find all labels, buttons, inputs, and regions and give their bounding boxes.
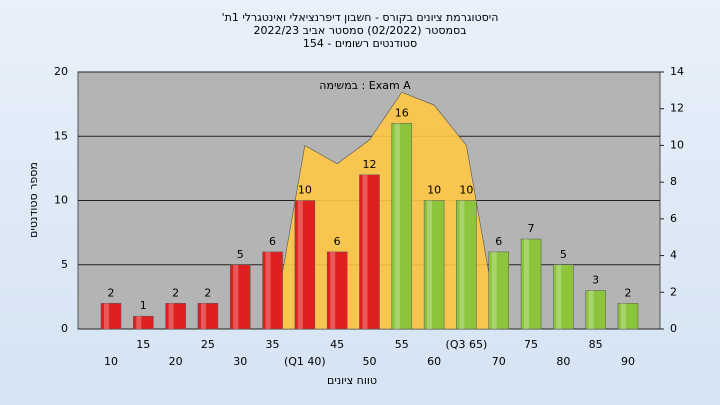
bar-highlight [362, 174, 368, 329]
bar-highlight [459, 200, 465, 329]
bar [617, 303, 639, 330]
bar-highlight [524, 239, 530, 329]
bar-highlight [620, 303, 626, 329]
x-tick-label: 80 [556, 355, 570, 368]
bar [391, 123, 413, 330]
x-tick-label: 75 [524, 338, 538, 351]
y2-tick-label: 14 [670, 65, 684, 78]
chart-subtitle: סטודנטים רשומים - 154 [303, 37, 417, 50]
data-label: 5 [237, 248, 244, 261]
bar [520, 238, 542, 330]
bar [100, 303, 122, 330]
x-tick-label: 90 [621, 355, 635, 368]
bar-highlight [104, 303, 109, 329]
bar [456, 200, 477, 330]
bar [262, 251, 283, 330]
y2-tick-label: 6 [670, 212, 677, 225]
x-tick-label: 50 [362, 355, 376, 368]
bar-highlight [297, 200, 303, 329]
data-label: 6 [495, 235, 502, 248]
bar-highlight [394, 123, 400, 330]
bar-highlight [427, 200, 433, 329]
data-label: 2 [172, 286, 179, 299]
y2-tick-label: 8 [670, 175, 677, 188]
x-tick-label: 45 [330, 338, 344, 351]
data-label: 7 [528, 222, 535, 235]
bar [359, 174, 380, 330]
x-tick-label: 30 [233, 355, 247, 368]
data-label: 10 [427, 184, 441, 197]
data-label: 3 [592, 273, 599, 286]
x-tick-label: 60 [427, 355, 441, 368]
legend-label: במשימה : Exam A [319, 79, 411, 92]
data-label: 6 [269, 235, 276, 248]
x-tick-label: 20 [169, 355, 183, 368]
x-tick-label: 35 [266, 338, 280, 351]
x-tick-label: 85 [589, 338, 603, 351]
x-tick-label: 25 [201, 338, 215, 351]
bar-highlight [168, 303, 174, 329]
x-tick-label: 15 [136, 338, 150, 351]
data-label: 10 [298, 184, 312, 197]
data-label: 2 [624, 286, 631, 299]
bar [488, 251, 509, 330]
y2-tick-label: 12 [670, 102, 684, 115]
y2-tick-label: 0 [670, 322, 677, 335]
bar-highlight [136, 316, 142, 329]
y-tick-label: 15 [54, 129, 68, 142]
data-label: 2 [108, 286, 115, 299]
bar [326, 251, 348, 330]
y2-tick-label: 2 [670, 285, 677, 298]
bar-highlight [556, 264, 562, 329]
y-tick-label: 20 [54, 65, 68, 78]
bar [294, 200, 316, 330]
chart-subtitle: בסמסטר (02/2022) סמסטר אביב 2022/23 [253, 24, 466, 37]
bar [585, 290, 606, 330]
x-tick-label: 10 [104, 355, 118, 368]
bar-highlight [491, 251, 497, 329]
bar-highlight [330, 251, 336, 329]
data-label: 12 [362, 158, 376, 171]
y2-tick-label: 10 [670, 138, 684, 151]
bar [133, 315, 154, 330]
y-tick-label: 5 [61, 258, 68, 271]
bar [229, 264, 251, 330]
data-label: 5 [560, 248, 567, 261]
bar-highlight [233, 264, 239, 329]
bar-highlight [588, 290, 594, 329]
bar-highlight [265, 251, 271, 329]
x-tick-label: (Q3 65) [446, 338, 488, 351]
data-label: 10 [459, 184, 473, 197]
bar [423, 200, 445, 330]
x-tick-label: 55 [395, 338, 409, 351]
data-label: 2 [204, 286, 211, 299]
bar-highlight [200, 303, 206, 329]
x-tick-label: (Q1 40) [284, 355, 326, 368]
y-axis-label: מספר סטודנטים [27, 162, 40, 238]
data-label: 1 [140, 299, 147, 312]
y-tick-label: 10 [54, 194, 68, 207]
x-axis-label: טווח ציונים [327, 374, 377, 387]
data-label: 6 [334, 235, 341, 248]
y-tick-label: 0 [61, 322, 68, 335]
data-label: 16 [395, 106, 409, 119]
bar [165, 303, 186, 330]
y2-tick-label: 4 [670, 249, 677, 262]
bar [553, 264, 574, 330]
x-tick-label: 70 [492, 355, 506, 368]
chart-title: היסטוגרמת ציונים בקורס - חשבון דיפרנציאל… [222, 11, 499, 24]
bar [197, 303, 219, 330]
